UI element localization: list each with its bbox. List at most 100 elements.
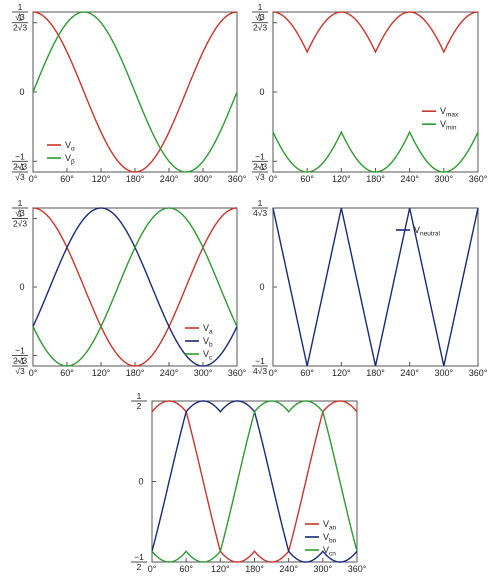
x-tick-label: 0° xyxy=(148,564,157,574)
legend-label: Van xyxy=(323,519,337,532)
x-tick-label: 60° xyxy=(60,174,74,184)
y-tick-label: 12√3 xyxy=(252,13,268,33)
y-tick-label: 12 xyxy=(131,391,147,411)
series-line-Vβ xyxy=(32,11,238,173)
x-tick-label: 240° xyxy=(400,174,419,184)
x-tick-label: 60° xyxy=(179,564,193,574)
svg-text:√3: √3 xyxy=(15,172,25,182)
svg-text:1: 1 xyxy=(258,13,263,23)
svg-text:2√3: 2√3 xyxy=(253,23,267,33)
y-tick-label: 0 xyxy=(138,477,143,487)
svg-text:2√3: 2√3 xyxy=(253,161,267,171)
y-tick-label: 1√3 xyxy=(252,2,268,22)
y-tick-label: 12√3 xyxy=(12,13,28,33)
x-tick-label: 300° xyxy=(314,564,333,574)
legend-label: Vmax xyxy=(440,106,459,119)
svg-text:−1: −1 xyxy=(15,345,25,355)
x-tick-label: 240° xyxy=(160,368,179,378)
svg-text:√3: √3 xyxy=(15,208,25,218)
svg-text:√3: √3 xyxy=(15,12,25,22)
svg-text:√3: √3 xyxy=(255,172,265,182)
series-line-Vneutral xyxy=(272,207,479,367)
y-tick-label: −1√3 xyxy=(252,162,268,182)
x-tick-label: 300° xyxy=(435,368,454,378)
svg-text:0: 0 xyxy=(259,87,264,97)
svg-text:1: 1 xyxy=(258,198,263,208)
chart-panel-1: 0° 60° 120° 180° 240° 300° 360°1√312√30−12√3−1… xyxy=(12,2,247,184)
series-line-Vα xyxy=(32,11,238,173)
svg-text:−1: −1 xyxy=(134,552,144,562)
svg-text:2√3: 2√3 xyxy=(13,23,27,33)
y-tick-label: −12 xyxy=(131,552,147,572)
legend-label: Vneutral xyxy=(414,225,440,238)
series-line-Vmin xyxy=(272,130,479,173)
x-tick-label: 60° xyxy=(60,368,74,378)
chart-panel-4: 0° 60° 120° 180° 240° 300° 360°14√30−14√3Vneut… xyxy=(252,198,488,378)
svg-text:0: 0 xyxy=(19,87,24,97)
x-tick-label: 360° xyxy=(348,564,367,574)
y-tick-label: 1√3 xyxy=(12,2,28,22)
y-tick-label: −1√3 xyxy=(12,162,28,182)
svg-text:√3: √3 xyxy=(255,12,265,22)
legend-label: Vbn xyxy=(323,532,337,545)
x-tick-label: 120° xyxy=(332,368,351,378)
legend: Vneutral xyxy=(396,225,440,238)
svg-text:0: 0 xyxy=(138,477,143,487)
svg-text:1: 1 xyxy=(18,2,23,12)
x-tick-label: 180° xyxy=(366,368,385,378)
svg-text:4√3: 4√3 xyxy=(253,208,267,218)
x-tick-label: 300° xyxy=(194,174,213,184)
x-tick-label: 180° xyxy=(245,564,264,574)
x-tick-label: 180° xyxy=(366,174,385,184)
svg-text:2: 2 xyxy=(137,562,142,572)
x-tick-label: 120° xyxy=(211,564,230,574)
series-line-Vcn xyxy=(151,400,358,563)
x-tick-label: 360° xyxy=(228,174,247,184)
svg-text:−1: −1 xyxy=(15,356,25,366)
x-tick-label: 120° xyxy=(92,174,111,184)
x-tick-label: 60° xyxy=(300,368,314,378)
y-tick-label: −12√3 xyxy=(12,151,28,171)
x-tick-label: 240° xyxy=(279,564,298,574)
x-tick-label: 60° xyxy=(300,174,314,184)
x-tick-label: 240° xyxy=(400,368,419,378)
legend-label: Vmin xyxy=(440,119,457,132)
x-tick-label: 360° xyxy=(469,368,488,378)
svg-text:−1: −1 xyxy=(255,162,265,172)
y-tick-label: 1√3 xyxy=(12,198,28,218)
svg-text:−1: −1 xyxy=(255,356,265,366)
y-tick-label: −14√3 xyxy=(252,356,268,376)
series-line-Vmax xyxy=(272,11,479,54)
x-tick-label: 0° xyxy=(269,368,278,378)
legend-label: Vcn xyxy=(323,545,336,558)
x-tick-label: 180° xyxy=(126,174,145,184)
x-tick-label: 300° xyxy=(435,174,454,184)
legend-label: Vb xyxy=(203,336,213,349)
legend-label: Vc xyxy=(203,349,213,362)
y-tick-label: 0 xyxy=(259,282,264,292)
svg-text:√3: √3 xyxy=(15,366,25,376)
chart-panel-2: 0° 60° 120° 180° 240° 300° 360°1√312√30−12√3−1… xyxy=(252,2,488,184)
y-tick-label: −12√3 xyxy=(252,151,268,171)
svg-text:−1: −1 xyxy=(255,151,265,161)
svg-text:−1: −1 xyxy=(15,162,25,172)
legend-label: Va xyxy=(203,323,213,336)
x-tick-label: 0° xyxy=(269,174,278,184)
y-tick-label: −12√3 xyxy=(12,345,28,365)
svg-text:0: 0 xyxy=(19,282,24,292)
x-tick-label: 180° xyxy=(126,368,145,378)
y-tick-label: 14√3 xyxy=(252,198,268,218)
x-tick-label: 360° xyxy=(469,174,488,184)
svg-text:2√3: 2√3 xyxy=(13,161,27,171)
svg-text:−1: −1 xyxy=(15,151,25,161)
y-tick-label: 0 xyxy=(19,282,24,292)
svg-text:2√3: 2√3 xyxy=(13,219,27,229)
x-tick-label: 300° xyxy=(194,368,213,378)
svg-text:2√3: 2√3 xyxy=(13,355,27,365)
